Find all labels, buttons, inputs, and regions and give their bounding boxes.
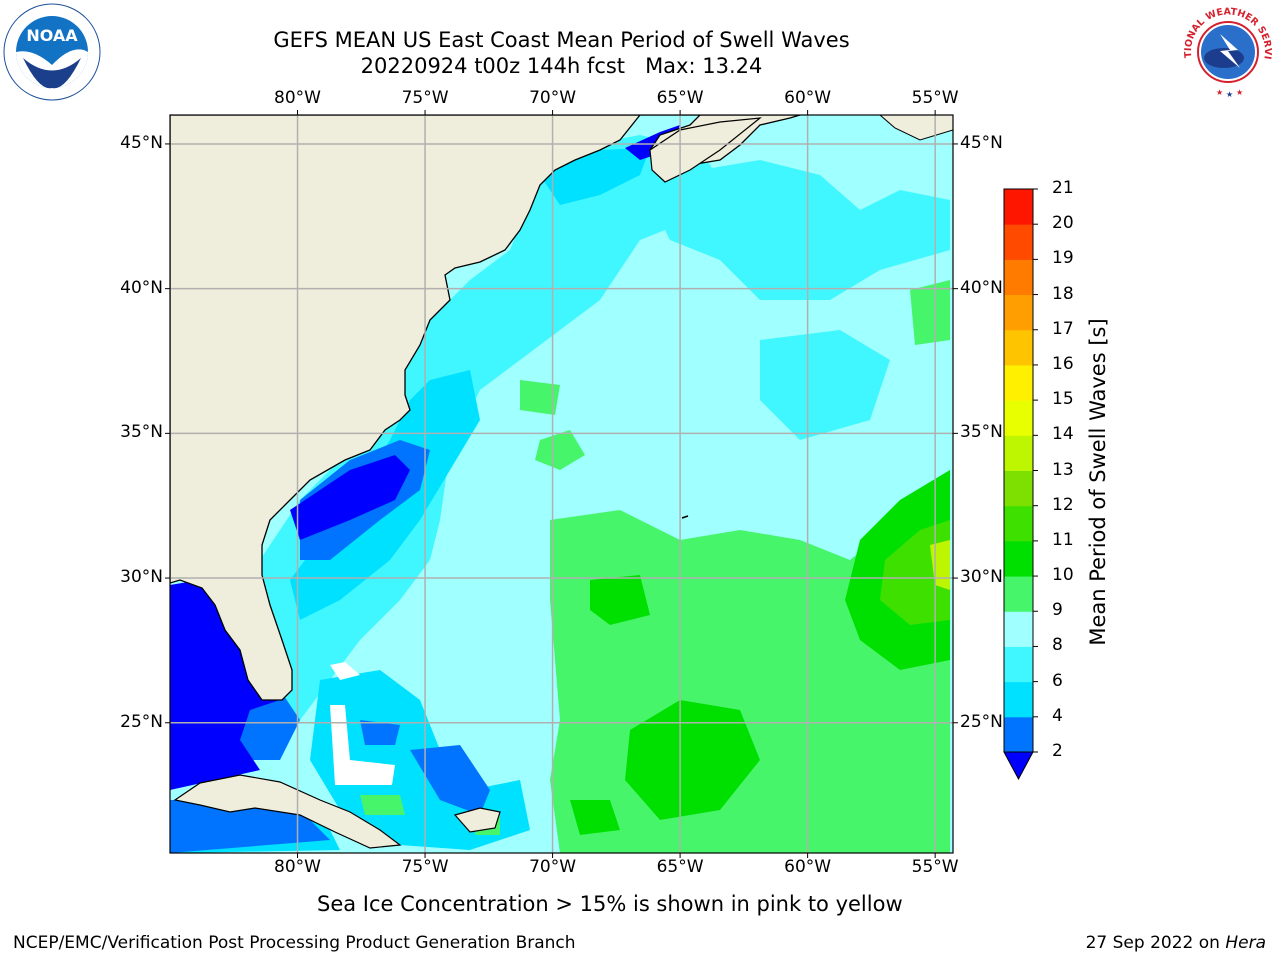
no-data-area <box>200 662 395 810</box>
lon-tick-label-bottom: 75°W <box>401 857 449 877</box>
colorbar-tick-label: 2 <box>1052 741 1063 761</box>
colorbar-frame <box>1003 188 1034 753</box>
colorbar-segment <box>1004 540 1033 577</box>
lat-tick-label-left: 40°N <box>120 277 163 298</box>
colorbar-segment <box>1004 716 1033 753</box>
land-north-america <box>170 115 801 701</box>
map-frame <box>169 114 954 854</box>
colorbar-tick-label: 6 <box>1052 670 1063 691</box>
svg-text:★: ★ <box>1236 88 1243 97</box>
graticule <box>170 115 953 853</box>
colorbar-tick-label: 21 <box>1052 178 1074 198</box>
period-4-6-zone <box>175 148 650 853</box>
lon-tick-label-top: 70°W <box>529 88 577 108</box>
colorbar-segment <box>1004 259 1033 296</box>
island-bermuda <box>681 515 689 519</box>
sea-ice-note-text: Sea Ice Concentration > 15% is shown in … <box>317 892 903 916</box>
period-11-12-zone <box>880 520 950 625</box>
lon-tick-label-top: 75°W <box>401 88 449 108</box>
colorbar-segment <box>1004 224 1033 260</box>
colorbar-tick-label: 18 <box>1052 283 1074 304</box>
lat-tick-label-right: 25°N <box>960 711 1003 732</box>
land-hispaniola <box>453 807 501 833</box>
period-6-8-zone-mid <box>760 330 890 440</box>
lat-tick-label-left: 45°N <box>120 132 163 153</box>
period-9-10-zone-ne <box>910 280 950 345</box>
period-9-10-zone <box>550 480 950 853</box>
colorbar-under-extension <box>1003 751 1034 781</box>
period-12-13-zone <box>930 540 950 590</box>
colorbar-tick-label: 10 <box>1052 565 1074 586</box>
lat-tick-label-right: 35°N <box>960 422 1003 443</box>
nws-logo: NATIONAL WEATHER SERVICE ★ ★ ★ <box>1176 0 1276 100</box>
lon-tick-label-bottom: 65°W <box>656 857 704 877</box>
period-2-4-zone <box>170 440 490 853</box>
svg-text:★: ★ <box>1226 90 1233 99</box>
lat-tick-label-right: 30°N <box>960 567 1003 588</box>
ocean-base <box>170 115 953 853</box>
colorbar-tick-label: 20 <box>1052 213 1074 234</box>
lat-tick-label-left: 30°N <box>120 567 163 588</box>
chart-subtitle: 20220924 t00z 144h fcst Max: 13.24 <box>360 54 763 78</box>
colorbar-tick-label: 8 <box>1052 635 1063 656</box>
colorbar-segment <box>1004 400 1033 436</box>
period-9-10-patch <box>360 380 585 835</box>
colorbar-segment <box>1004 576 1033 612</box>
lon-tick-label-bottom: 80°W <box>274 857 321 877</box>
nws-logo-icon: NATIONAL WEATHER SERVICE ★ ★ ★ <box>1176 0 1274 99</box>
colorbar-tick-label: 17 <box>1052 318 1074 339</box>
colorbar-tick-label: 15 <box>1052 389 1074 410</box>
lon-tick-label-bottom: 70°W <box>529 857 577 877</box>
period-6-8-zone-north <box>640 160 950 300</box>
colorbar-segment <box>1004 189 1033 225</box>
colorbar-tick-label: 9 <box>1052 600 1063 621</box>
footer-credit: NCEP/EMC/Verification Post Processing Pr… <box>13 933 576 953</box>
lat-tick-label-right: 45°N <box>960 132 1003 153</box>
period-under-2-zone <box>170 125 680 790</box>
colorbar-segment <box>1004 681 1033 718</box>
land-newfoundland <box>879 115 953 141</box>
colorbar-segment <box>1004 611 1033 647</box>
map-tickmarks <box>165 110 958 858</box>
noaa-logo-icon: NOAA <box>3 3 101 101</box>
svg-text:NOAA: NOAA <box>26 26 78 45</box>
footer-host: Hera <box>1225 933 1266 953</box>
chart-title: GEFS MEAN US East Coast Mean Period of S… <box>273 28 850 52</box>
colorbar-tick-label: 14 <box>1052 424 1074 445</box>
colorbar-segment <box>1004 505 1033 542</box>
lon-tick-label-top: 60°W <box>784 88 832 108</box>
period-6-8-zone <box>170 135 720 790</box>
land-cuba <box>173 774 402 849</box>
period-10-11-zone <box>570 470 950 835</box>
colorbar-segment <box>1004 435 1033 471</box>
footer-date: 27 Sep 2022 on Hera <box>1086 932 1266 954</box>
colorbar-tick-label: 12 <box>1052 494 1074 515</box>
lon-tick-label-top: 65°W <box>656 88 704 108</box>
lat-tick-label-left: 25°N <box>120 711 163 732</box>
colorbar-tick-label: 11 <box>1052 529 1074 550</box>
colorbar-segment <box>1004 364 1033 401</box>
land-nova-scotia <box>649 117 762 183</box>
footer-date-text: 27 Sep 2022 on <box>1085 933 1226 953</box>
colorbar-label: Mean Period of Swell Waves [s] <box>1086 318 1110 646</box>
lon-tick-label-bottom: 60°W <box>784 857 832 877</box>
lat-tick-label-right: 40°N <box>960 277 1003 298</box>
svg-text:★: ★ <box>1216 88 1223 97</box>
lat-tick-label-left: 35°N <box>120 422 163 443</box>
colorbar-segment <box>1004 294 1033 331</box>
colorbar-segment <box>1004 470 1033 507</box>
colorbar-segment <box>1004 329 1033 366</box>
colorbar-tick-label: 19 <box>1052 248 1074 269</box>
colorbar-tick-label: 13 <box>1052 459 1074 480</box>
colorbar-tick-label: 4 <box>1052 705 1063 726</box>
lon-tick-label-bottom: 55°W <box>911 857 959 877</box>
noaa-logo: NOAA <box>3 3 101 101</box>
colorbar-tick-label: 16 <box>1052 353 1074 374</box>
lon-tick-label-top: 80°W <box>274 88 321 108</box>
sea-ice-note: Sea Ice Concentration > 15% is shown in … <box>317 891 903 917</box>
colorbar-segment <box>1004 646 1033 683</box>
lon-tick-label-top: 55°W <box>911 88 959 108</box>
